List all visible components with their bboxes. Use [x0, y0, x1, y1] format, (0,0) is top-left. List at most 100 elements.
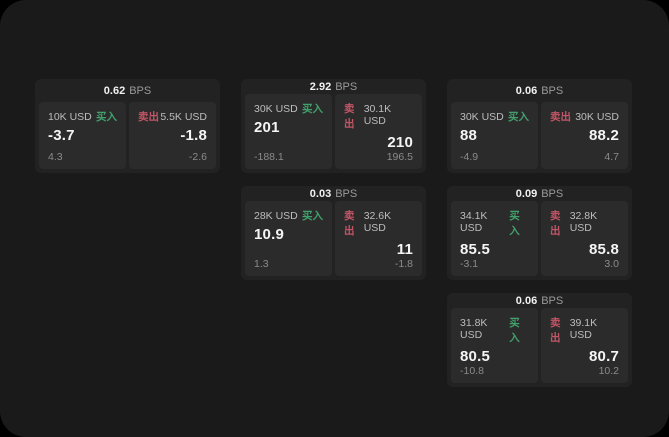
buy-amount: 30K USD — [460, 111, 504, 123]
card-header: 0.06 BPS — [447, 293, 632, 308]
sell-panel-top: 卖出 39.1K USD — [550, 315, 619, 345]
sell-delta: -1.8 — [394, 258, 413, 270]
sell-price: 88.2 — [589, 127, 619, 144]
buy-side-label: 买入 — [96, 111, 117, 123]
card-body: 31.8K USD 买入 80.5 -10.8 卖出 39.1K USD 80.… — [447, 308, 632, 387]
quote-card: 2.92 BPS 30K USD 买入 201 -188.1 卖出 30.1K … — [241, 79, 426, 173]
sell-panel[interactable]: 卖出 32.8K USD 85.8 3.0 — [541, 201, 628, 276]
sell-price: 11 — [396, 241, 413, 258]
quote-cards-grid: 0.62 BPS 10K USD 买入 -3.7 4.3 卖出 5.5K USD… — [35, 79, 632, 387]
card-header: 0.03 BPS — [241, 186, 426, 201]
sell-price: 210 — [387, 134, 413, 151]
buy-delta: -3.1 — [460, 258, 479, 270]
sell-amount: 30.1K USD — [363, 103, 392, 127]
quote-card: 0.03 BPS 28K USD 买入 10.9 1.3 卖出 32.6K US… — [241, 186, 426, 280]
buy-side-label: 买入 — [508, 111, 529, 123]
bps-unit-label: BPS — [129, 84, 152, 97]
sell-amount: 30K USD — [575, 111, 619, 123]
sell-delta: -2.6 — [188, 151, 207, 163]
buy-panel[interactable]: 34.1K USD 买入 85.5 -3.1 — [451, 201, 538, 276]
sell-side-label: 卖出 — [344, 103, 355, 130]
buy-panel-top: 30K USD 买入 — [460, 109, 529, 124]
sell-panel[interactable]: 卖出 5.5K USD -1.8 -2.6 — [129, 102, 216, 169]
buy-side-label: 买入 — [302, 103, 323, 115]
card-header: 0.09 BPS — [447, 186, 632, 201]
card-header: 0.06 BPS — [447, 79, 632, 102]
card-header: 0.62 BPS — [35, 79, 220, 102]
buy-price: 88 — [460, 127, 478, 144]
bps-value: 0.62 — [103, 84, 126, 97]
card-header: 2.92 BPS — [241, 79, 426, 94]
bps-value: 0.03 — [309, 187, 332, 200]
sell-panel[interactable]: 卖出 30.1K USD 210 196.5 — [335, 94, 422, 169]
quote-card: 0.06 BPS 31.8K USD 买入 80.5 -10.8 卖出 39.1… — [447, 293, 632, 387]
sell-price: 85.8 — [589, 241, 619, 258]
sell-amount: 5.5K USD — [160, 111, 207, 123]
sell-delta: 10.2 — [598, 365, 619, 377]
sell-delta: 196.5 — [386, 151, 413, 163]
bps-value: 0.09 — [515, 187, 538, 200]
buy-side-label: 买入 — [509, 210, 520, 237]
card-body: 30K USD 买入 201 -188.1 卖出 30.1K USD 210 1… — [241, 94, 426, 173]
buy-amount: 34.1K USD — [460, 210, 488, 234]
bps-unit-label: BPS — [335, 187, 358, 200]
sell-side-label: 卖出 — [550, 210, 561, 237]
buy-panel-top: 10K USD 买入 — [48, 109, 117, 124]
buy-panel-top: 30K USD 买入 — [254, 101, 323, 116]
buy-price: 10.9 — [254, 226, 284, 243]
buy-delta: -10.8 — [460, 365, 484, 377]
sell-panel-top: 卖出 30.1K USD — [344, 101, 413, 131]
buy-price: 201 — [254, 119, 280, 136]
buy-panel[interactable]: 31.8K USD 买入 80.5 -10.8 — [451, 308, 538, 383]
quote-card: 0.62 BPS 10K USD 买入 -3.7 4.3 卖出 5.5K USD… — [35, 79, 220, 173]
sell-side-label: 卖出 — [138, 111, 159, 123]
buy-panel[interactable]: 30K USD 买入 88 -4.9 — [451, 102, 538, 169]
quote-card: 0.09 BPS 34.1K USD 买入 85.5 -3.1 卖出 32.8K… — [447, 186, 632, 280]
bps-unit-label: BPS — [541, 187, 564, 200]
buy-price: -3.7 — [48, 127, 75, 144]
buy-delta: 1.3 — [254, 258, 269, 270]
buy-panel-top: 31.8K USD 买入 — [460, 315, 529, 345]
bps-value: 2.92 — [309, 80, 332, 93]
buy-delta: 4.3 — [48, 151, 63, 163]
buy-panel-top: 34.1K USD 买入 — [460, 208, 529, 238]
bps-unit-label: BPS — [541, 294, 564, 307]
bps-value: 0.06 — [515, 84, 538, 97]
buy-price: 80.5 — [460, 348, 490, 365]
buy-panel[interactable]: 10K USD 买入 -3.7 4.3 — [39, 102, 126, 169]
sell-amount: 39.1K USD — [569, 317, 598, 341]
buy-panel[interactable]: 30K USD 买入 201 -188.1 — [245, 94, 332, 169]
sell-side-label: 卖出 — [550, 317, 561, 344]
sell-price: 80.7 — [589, 348, 619, 365]
sell-amount: 32.6K USD — [363, 210, 392, 234]
sell-panel-top: 卖出 32.8K USD — [550, 208, 619, 238]
quote-card: 0.06 BPS 30K USD 买入 88 -4.9 卖出 30K USD 8… — [447, 79, 632, 173]
sell-panel[interactable]: 卖出 32.6K USD 11 -1.8 — [335, 201, 422, 276]
buy-delta: -188.1 — [254, 151, 284, 163]
buy-delta: -4.9 — [460, 151, 479, 163]
card-body: 10K USD 买入 -3.7 4.3 卖出 5.5K USD -1.8 -2.… — [35, 102, 220, 173]
sell-delta: 3.0 — [604, 258, 619, 270]
buy-amount: 10K USD — [48, 111, 92, 123]
sell-panel[interactable]: 卖出 39.1K USD 80.7 10.2 — [541, 308, 628, 383]
sell-delta: 4.7 — [604, 151, 619, 163]
buy-panel-top: 28K USD 买入 — [254, 208, 323, 223]
sell-panel-top: 卖出 32.6K USD — [344, 208, 413, 238]
buy-side-label: 买入 — [302, 210, 323, 222]
buy-amount: 31.8K USD — [460, 317, 488, 341]
card-body: 30K USD 买入 88 -4.9 卖出 30K USD 88.2 4.7 — [447, 102, 632, 173]
sell-panel-top: 卖出 30K USD — [550, 109, 619, 124]
sell-amount: 32.8K USD — [569, 210, 598, 234]
sell-side-label: 卖出 — [550, 111, 571, 123]
buy-panel[interactable]: 28K USD 买入 10.9 1.3 — [245, 201, 332, 276]
bps-unit-label: BPS — [541, 84, 564, 97]
sell-panel-top: 卖出 5.5K USD — [138, 109, 207, 124]
bps-value: 0.06 — [515, 294, 538, 307]
sell-panel[interactable]: 卖出 30K USD 88.2 4.7 — [541, 102, 628, 169]
buy-price: 85.5 — [460, 241, 490, 258]
buy-side-label: 买入 — [509, 317, 520, 344]
buy-amount: 30K USD — [254, 103, 298, 115]
buy-amount: 28K USD — [254, 210, 298, 222]
bps-unit-label: BPS — [335, 80, 358, 93]
